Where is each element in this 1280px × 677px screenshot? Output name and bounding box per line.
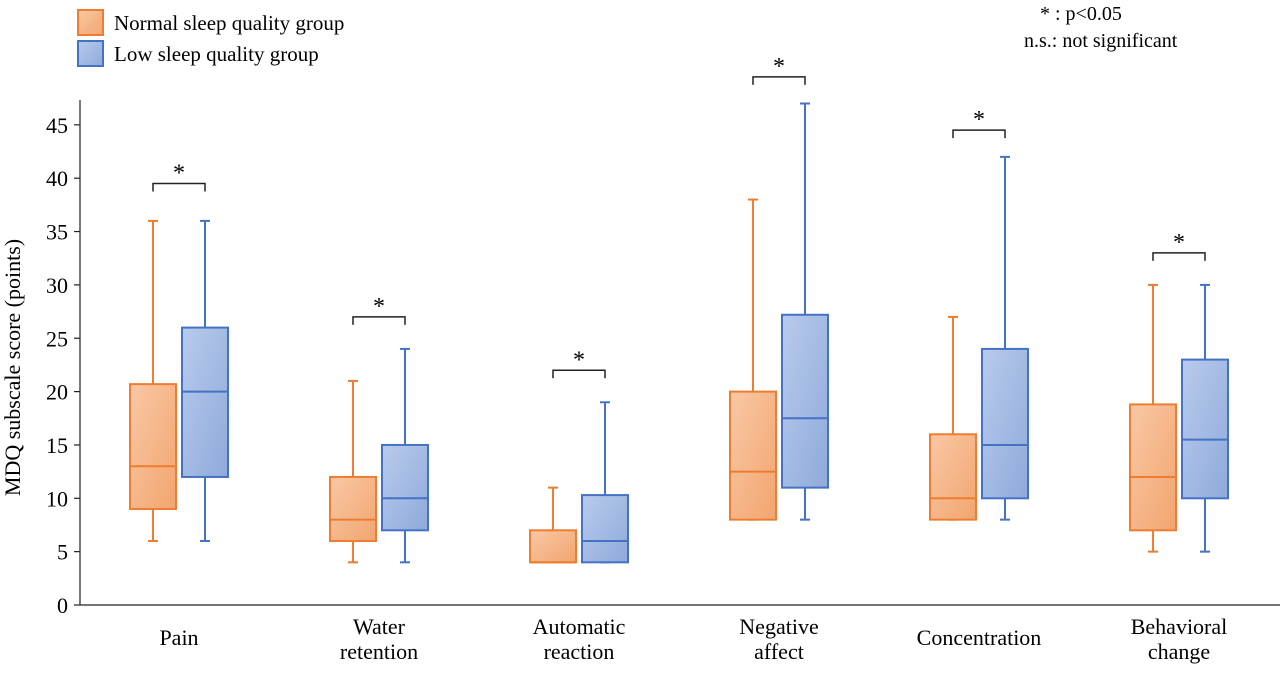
box-body (929, 433, 977, 521)
x-tick-label-line: Negative (739, 614, 818, 639)
box-body (729, 390, 777, 521)
significance-bracket: * (1152, 230, 1206, 261)
x-tick-label: Concentration (917, 625, 1042, 650)
significance-notes: * : p<0.05 n.s.: not significant (1024, 3, 1178, 52)
box-body (329, 475, 377, 542)
box-body (381, 443, 429, 532)
x-tick-label: Automatic reaction (533, 614, 626, 664)
significance-star: * (1173, 230, 1185, 256)
significance-bracket: * (552, 347, 606, 379)
box-0-4 (929, 315, 977, 521)
legend-swatch (77, 9, 104, 36)
y-tick-label: 0 (57, 593, 68, 618)
box-body (581, 494, 629, 564)
note-not-significant: n.s.: not significant (1024, 30, 1178, 52)
y-tick-label: 35 (46, 220, 68, 245)
x-tick-label: Negative affect (739, 614, 818, 664)
significance-star: * (173, 161, 185, 187)
box-marks (129, 102, 1229, 564)
significance-bracket: * (352, 294, 406, 325)
box-0-5 (1129, 283, 1177, 553)
y-tick-label: 30 (46, 273, 68, 298)
x-tick-label: Behavioral change (1131, 614, 1228, 664)
y-tick-label: 20 (46, 380, 68, 405)
box-body (781, 313, 829, 489)
bracket-line (952, 129, 1006, 139)
significance-brackets: * * * * * * (152, 54, 1206, 379)
x-tick-label-line: Concentration (917, 625, 1042, 650)
box-0-0 (129, 219, 177, 542)
x-tick-label-line: Water (353, 614, 406, 639)
significance-bracket: * (952, 107, 1006, 139)
box-1-4 (981, 155, 1029, 521)
legend-swatch (77, 40, 104, 67)
x-tick-label-line: reaction (544, 639, 615, 664)
bracket-line (1152, 252, 1206, 261)
box-body (1181, 358, 1229, 500)
x-tick-label: Pain (159, 625, 198, 650)
x-tick-label-line: Behavioral (1131, 614, 1228, 639)
bracket-line (552, 369, 606, 379)
x-tick-label-line: Pain (159, 625, 198, 650)
y-axis-label: MDQ subscale score (points) (0, 239, 25, 496)
significance-bracket: * (752, 54, 806, 85)
legend-label: Low sleep quality group (114, 42, 319, 66)
legend-entry: Low sleep quality group (77, 40, 319, 67)
box-1-5 (1181, 283, 1229, 553)
note-text: : p<0.05 (1050, 3, 1122, 25)
x-axis: Pain Water retention Automatic reaction Negat… (80, 604, 1280, 664)
legend-entry: Normal sleep quality group (77, 9, 344, 36)
box-0-1 (329, 379, 377, 564)
box-0-2 (529, 486, 577, 564)
note-significance: * : p<0.05 (1040, 3, 1122, 25)
box-body (529, 529, 577, 564)
y-tick-label: 10 (46, 486, 68, 511)
y-tick-label: 25 (46, 326, 68, 351)
significance-star: * (373, 294, 385, 320)
box-body (1129, 403, 1177, 532)
x-tick-label-line: retention (340, 639, 418, 664)
y-axis: 0 5 10 15 20 25 30 35 40 45 MDQ subscale score (po… (0, 100, 81, 618)
note-star: * (1040, 3, 1050, 25)
x-tick-label-line: Automatic (533, 614, 626, 639)
box-1-2 (581, 401, 629, 564)
significance-star: * (973, 107, 985, 133)
x-tick-label: Water retention (340, 614, 418, 664)
box-1-1 (381, 347, 429, 564)
x-tick-label-line: change (1148, 639, 1210, 664)
box-1-0 (181, 219, 229, 542)
bracket-line (752, 76, 806, 85)
y-tick-label: 45 (46, 113, 68, 138)
significance-star: * (773, 54, 785, 80)
y-tick-label: 5 (57, 540, 68, 565)
x-tick-label-line: affect (754, 639, 804, 664)
box-body (129, 383, 177, 510)
legend: Normal sleep quality group Low sleep qual… (77, 9, 344, 67)
box-body (981, 347, 1029, 500)
box-1-3 (781, 102, 829, 521)
significance-star: * (573, 347, 585, 373)
y-tick-label: 15 (46, 433, 68, 458)
box-0-3 (729, 198, 777, 521)
bracket-line (352, 316, 406, 325)
legend-label: Normal sleep quality group (114, 11, 344, 35)
box-body (181, 326, 229, 478)
y-tick-label: 40 (46, 166, 68, 191)
significance-bracket: * (152, 161, 206, 192)
bracket-line (152, 182, 206, 192)
